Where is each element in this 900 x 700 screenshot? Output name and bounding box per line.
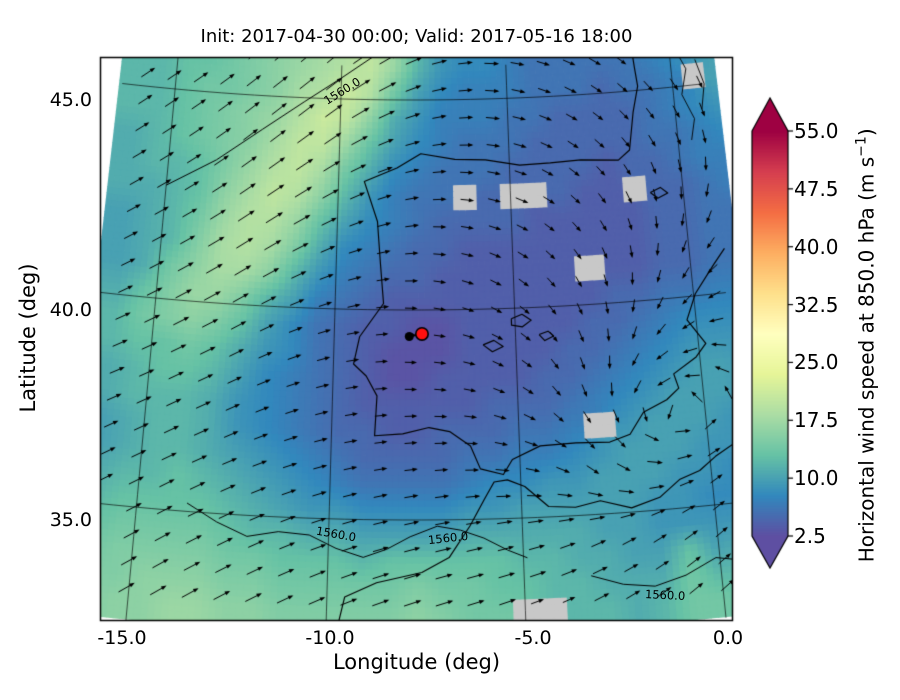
colorbar-label: Horizontal wind speed at 850.0 hPa (m s−…: [853, 128, 879, 563]
colorbar-tick-label: 47.5: [794, 177, 839, 201]
colorbar-tick-label: 25.0: [794, 350, 839, 374]
x-tick-label: -5.0: [514, 627, 552, 649]
colorbar-tick-label: 40.0: [794, 235, 839, 259]
colorbar-tick-label: 32.5: [794, 293, 839, 317]
x-tick-label: -15.0: [97, 627, 147, 649]
y-axis-label: Latitude (deg): [16, 263, 40, 413]
y-tick-label: 35.0: [49, 509, 92, 531]
colorbar-tick-label: 10.0: [794, 466, 839, 490]
x-tick-label: 0.0: [712, 627, 744, 649]
colorbar-tick-label: 17.5: [794, 408, 839, 432]
contour-label: 1560.0: [644, 586, 686, 604]
y-tick-label: 45.0: [49, 89, 92, 111]
colorbar-tick-label: 2.5: [794, 524, 826, 548]
x-axis-label: Longitude (deg): [332, 650, 501, 674]
colorbar-tick-label: 55.0: [794, 119, 839, 143]
plot-title: Init: 2017-04-30 00:00; Valid: 2017-05-1…: [200, 26, 633, 47]
x-tick-label: -10.0: [305, 627, 355, 649]
y-tick-label: 40.0: [49, 299, 92, 321]
